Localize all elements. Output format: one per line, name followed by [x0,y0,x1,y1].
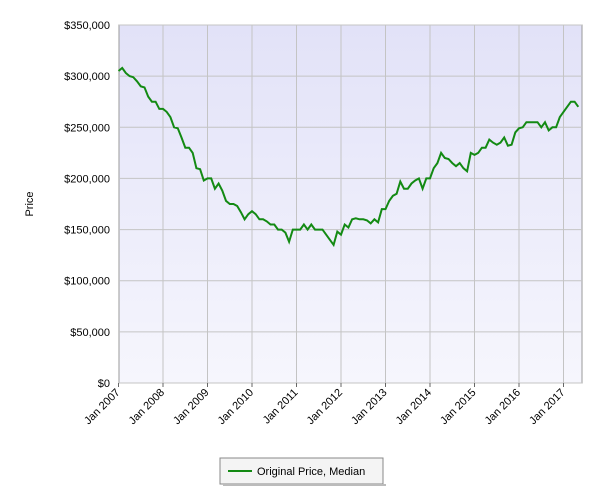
x-tick-label: Jan 2016 [483,387,523,427]
legend-shadow [223,484,386,486]
x-tick-label: Jan 2007 [82,387,122,427]
x-tick-label: Jan 2015 [438,387,478,427]
x-tick-label: Jan 2009 [171,387,211,427]
x-tick-label: Jan 2010 [216,387,256,427]
y-tick-label: $300,000 [64,71,110,83]
y-tick-label: $150,000 [64,225,110,237]
y-tick-label: $100,000 [64,276,110,288]
x-tick-label: Jan 2017 [527,387,567,427]
y-tick-label: $250,000 [64,122,110,134]
y-axis-label: Price [24,191,36,216]
x-tick-label: Jan 2012 [305,387,345,427]
series-line [117,66,580,248]
y-tick-label: $0 [98,378,110,390]
legend-label: Original Price, Median [257,466,365,478]
x-tick-label: Jan 2011 [261,387,301,427]
x-tick-label: Jan 2014 [394,387,434,427]
x-tick-label: Jan 2008 [127,387,167,427]
y-tick-label: $50,000 [70,327,110,339]
x-tick-label: Jan 2013 [349,387,389,427]
plot-area [118,24,583,384]
y-tick-label: $200,000 [64,173,110,185]
y-tick-label: $350,000 [64,20,110,32]
